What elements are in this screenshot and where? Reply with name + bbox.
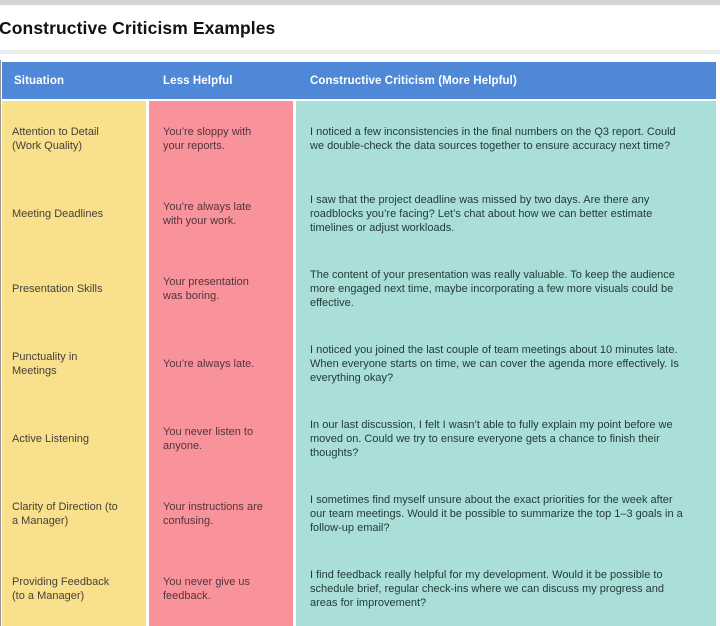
- page-title: Constructive Criticism Examples: [0, 18, 276, 38]
- cell-text: Your presentation was boring.: [163, 275, 249, 302]
- top-bar: [0, 0, 720, 5]
- table-row: Presentation Skills Your presentation was…: [2, 251, 716, 326]
- cell-less-helpful: You’re sloppy with your reports.: [149, 101, 296, 176]
- table-body: Attention to Detail (Work Quality) You’re…: [2, 101, 716, 626]
- cell-text: Providing Feedback (to a Manager): [12, 575, 110, 602]
- cell-text: Your instructions are confusing.: [163, 500, 263, 527]
- table-row: Attention to Detail (Work Quality) You’re…: [2, 101, 716, 176]
- cell-text: You never listen to anyone.: [163, 425, 254, 452]
- header-cell-situation: Situation: [14, 74, 65, 87]
- divider-strip: [0, 50, 720, 54]
- cell-less-helpful: You’re always late.: [149, 326, 296, 401]
- table-row: Active Listening You never listen to anyo…: [2, 401, 716, 476]
- cell-text: Presentation Skills: [12, 282, 103, 295]
- header-cell-constructive: Constructive Criticism (More Helpful): [310, 74, 517, 87]
- cell-situation: Clarity of Direction (to a Manager): [2, 476, 149, 551]
- cell-constructive: I noticed you joined the last couple of …: [296, 326, 716, 401]
- cell-situation: Presentation Skills: [2, 251, 149, 326]
- table-row: Punctuality in Meetings You’re always lat…: [2, 326, 716, 401]
- cell-constructive: The content of your presentation was rea…: [296, 251, 716, 326]
- cell-text: You’re sloppy with your reports.: [163, 125, 252, 152]
- table-header-row: Situation Less Helpful Constructive Critic…: [2, 62, 716, 99]
- cell-text: You’re always late with your work.: [163, 200, 252, 227]
- cell-constructive: I sometimes find myself unsure about the…: [296, 476, 716, 551]
- cell-less-helpful: You never listen to anyone.: [149, 401, 296, 476]
- cell-text: Punctuality in Meetings: [12, 350, 78, 377]
- cell-less-helpful: You never give us feedback.: [149, 551, 296, 626]
- cell-text: I sometimes find myself unsure about the…: [310, 493, 683, 534]
- cell-text: The content of your presentation was rea…: [310, 268, 675, 309]
- criticism-table: Situation Less Helpful Constructive Critic…: [2, 62, 716, 626]
- cell-text: Clarity of Direction (to a Manager): [12, 500, 118, 527]
- cell-text: Active Listening: [12, 432, 90, 445]
- cell-text: I noticed a few inconsistencies in the f…: [310, 125, 676, 152]
- table-row: Providing Feedback (to a Manager) You nev…: [2, 551, 716, 626]
- cell-situation: Punctuality in Meetings: [2, 326, 149, 401]
- table-row: Clarity of Direction (to a Manager) Your …: [2, 476, 716, 551]
- cell-less-helpful: You’re always late with your work.: [149, 176, 296, 251]
- cell-text: I saw that the project deadline was miss…: [310, 193, 653, 234]
- cell-text: I noticed you joined the last couple of …: [310, 343, 679, 384]
- cell-less-helpful: Your instructions are confusing.: [149, 476, 296, 551]
- table-row: Meeting Deadlines You’re always late with…: [2, 176, 716, 251]
- cell-text: Attention to Detail (Work Quality): [12, 125, 99, 152]
- cell-text: You never give us feedback.: [163, 575, 251, 602]
- cell-situation: Meeting Deadlines: [2, 176, 149, 251]
- cell-constructive: I noticed a few inconsistencies in the f…: [296, 101, 716, 176]
- cell-text: I find feedback really helpful for my de…: [310, 568, 664, 609]
- cell-situation: Active Listening: [2, 401, 149, 476]
- cell-constructive: In our last discussion, I felt I wasn’t …: [296, 401, 716, 476]
- cell-less-helpful: Your presentation was boring.: [149, 251, 296, 326]
- cell-constructive: I find feedback really helpful for my de…: [296, 551, 716, 626]
- cell-situation: Providing Feedback (to a Manager): [2, 551, 149, 626]
- cell-situation: Attention to Detail (Work Quality): [2, 101, 149, 176]
- header-cell-less-helpful: Less Helpful: [163, 74, 233, 87]
- cell-text: In our last discussion, I felt I wasn’t …: [310, 418, 673, 459]
- cell-text: Meeting Deadlines: [12, 207, 104, 220]
- window-left-edge: [0, 60, 1, 626]
- cell-constructive: I saw that the project deadline was miss…: [296, 176, 716, 251]
- cell-text: You’re always late.: [163, 357, 255, 370]
